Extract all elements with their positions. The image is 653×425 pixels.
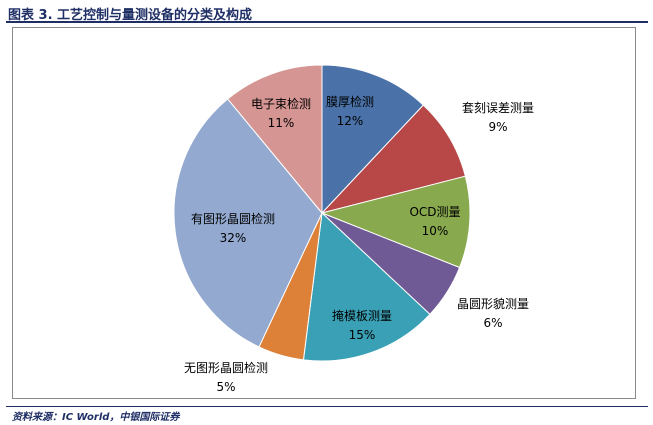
figure-title: 图表 3. 工艺控制与量测设备的分类及构成: [8, 8, 253, 23]
slice-label: 无图形晶圆检测: [184, 360, 268, 375]
slice-percent: 10%: [422, 224, 449, 238]
slice-percent: 12%: [337, 114, 364, 128]
slice-percent: 32%: [220, 231, 247, 245]
slice-label: 套刻误差测量: [462, 101, 534, 115]
pie-slice: [320, 104, 466, 214]
slice-percent: 15%: [349, 328, 376, 342]
source-rule: [6, 406, 648, 407]
slice-percent: 6%: [483, 316, 502, 330]
slice-label: 电子束检测: [251, 96, 311, 111]
pie-chart: 膜厚检测 12% 套刻误差测量 9% OCD测量 10% 晶圆形貌测量 6% 掩模板测量 15% 无…: [173, 64, 534, 394]
pie-slice: [173, 98, 323, 348]
slice-percent: 11%: [268, 116, 295, 130]
pie-slice: [226, 64, 323, 215]
pie-slice: [320, 175, 471, 269]
pie-slice: [302, 211, 431, 362]
title-rule: [6, 21, 648, 23]
source-note: 资料来源：IC World，中银国际证券: [12, 412, 180, 423]
slice-percent: 9%: [488, 120, 507, 134]
slice-label: 有图形晶圆检测: [191, 211, 275, 226]
slice-label: 膜厚检测: [326, 94, 374, 109]
slice-label: 掩模板测量: [332, 309, 392, 323]
slice-percent: 5%: [216, 380, 235, 394]
chart-frame: 膜厚检测 12% 套刻误差测量 9% OCD测量 10% 晶圆形貌测量 6% 掩模板测量 15% 无…: [12, 27, 636, 399]
slice-label: OCD测量: [409, 205, 460, 219]
slice-label: 晶圆形貌测量: [457, 296, 529, 311]
pie-slice: [321, 64, 425, 215]
